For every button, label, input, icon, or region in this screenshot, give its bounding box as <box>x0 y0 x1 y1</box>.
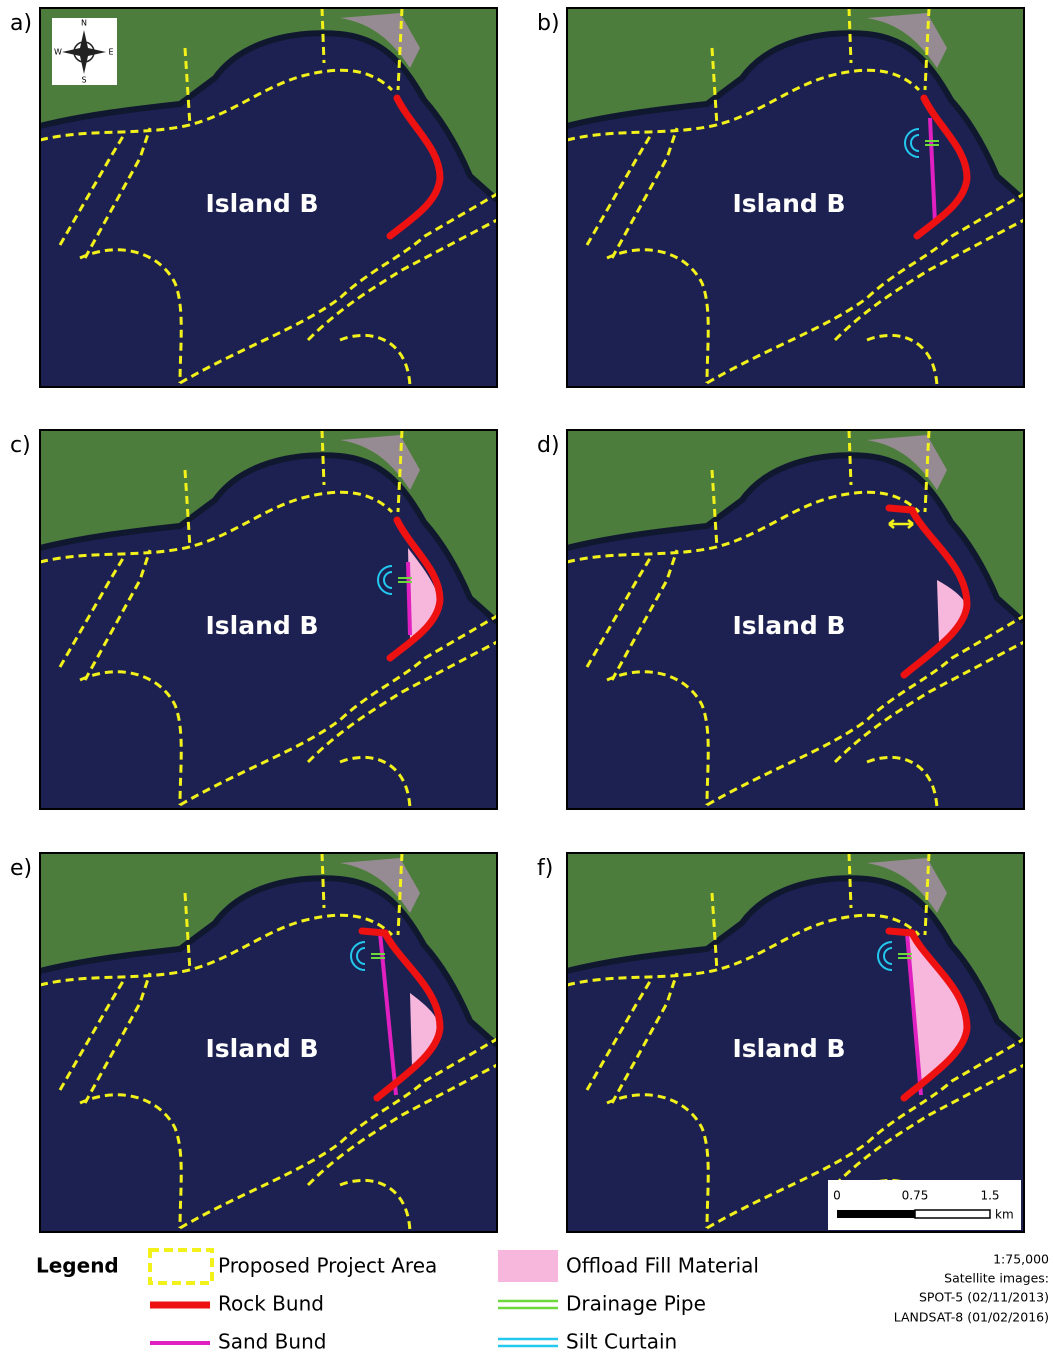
island-label: Island B <box>205 1034 318 1063</box>
panel-label: c) <box>10 433 31 458</box>
map-panel: Island B <box>40 853 497 1232</box>
island-label: Island B <box>205 189 318 218</box>
map-panel: Island B <box>567 8 1024 387</box>
island-label: Island B <box>732 611 845 640</box>
map-panel: Island B <box>40 430 497 809</box>
notes: 1:75,000 Satellite images: SPOT-5 (02/11… <box>894 1252 1049 1325</box>
note: SPOT-5 (02/11/2013) <box>919 1290 1049 1305</box>
island-label: Island B <box>205 611 318 640</box>
legend-label: Offload Fill Material <box>566 1254 759 1278</box>
legend-label: Silt Curtain <box>566 1330 677 1354</box>
compass-letter: N <box>81 19 87 28</box>
scale-unit: km <box>995 1208 1014 1222</box>
note: LANDSAT-8 (01/02/2016) <box>894 1310 1049 1325</box>
scale-seg <box>915 1210 990 1218</box>
sand-bund <box>408 562 410 635</box>
scale-tick-label: 0.75 <box>902 1189 929 1203</box>
note: 1:75,000 <box>993 1252 1049 1267</box>
legend-swatch <box>498 1250 558 1282</box>
legend-label: Drainage Pipe <box>566 1292 706 1316</box>
legend-swatch <box>498 1301 558 1308</box>
compass-letter: W <box>54 48 62 57</box>
compass-letter: S <box>81 76 86 85</box>
legend: Legend Proposed Project Area Rock Bund S… <box>36 1250 759 1354</box>
legend-label: Proposed Project Area <box>218 1254 437 1278</box>
compass: N S E W <box>52 18 117 85</box>
legend-swatch <box>498 1339 558 1346</box>
note: Satellite images: <box>944 1271 1049 1286</box>
legend-swatch <box>150 1250 212 1283</box>
scale-box <box>828 1180 1021 1230</box>
map-panel: Island B 0 0.75 1.5 km <box>567 853 1024 1232</box>
panel-label: e) <box>10 856 32 881</box>
legend-label: Sand Bund <box>218 1330 326 1354</box>
panel-label: a) <box>10 11 32 36</box>
figure: Legend Proposed Project Area Rock Bund S… <box>0 0 1053 1358</box>
compass-letter: E <box>108 48 113 57</box>
map-panel: Island B <box>567 430 1024 809</box>
panel-label: d) <box>537 433 560 458</box>
scale-bar: 0 0.75 1.5 km <box>828 1180 1021 1230</box>
legend-label: Rock Bund <box>218 1292 324 1316</box>
panel-label: f) <box>537 856 553 881</box>
scale-tick-label: 1.5 <box>980 1189 999 1203</box>
island-label: Island B <box>732 189 845 218</box>
island-label: Island B <box>732 1034 845 1063</box>
scale-tick-label: 0 <box>833 1189 841 1203</box>
panel-label: b) <box>537 11 560 36</box>
map-panel: Island B N S E W <box>40 8 497 387</box>
legend-title: Legend <box>36 1254 119 1278</box>
scale-seg <box>837 1210 915 1218</box>
